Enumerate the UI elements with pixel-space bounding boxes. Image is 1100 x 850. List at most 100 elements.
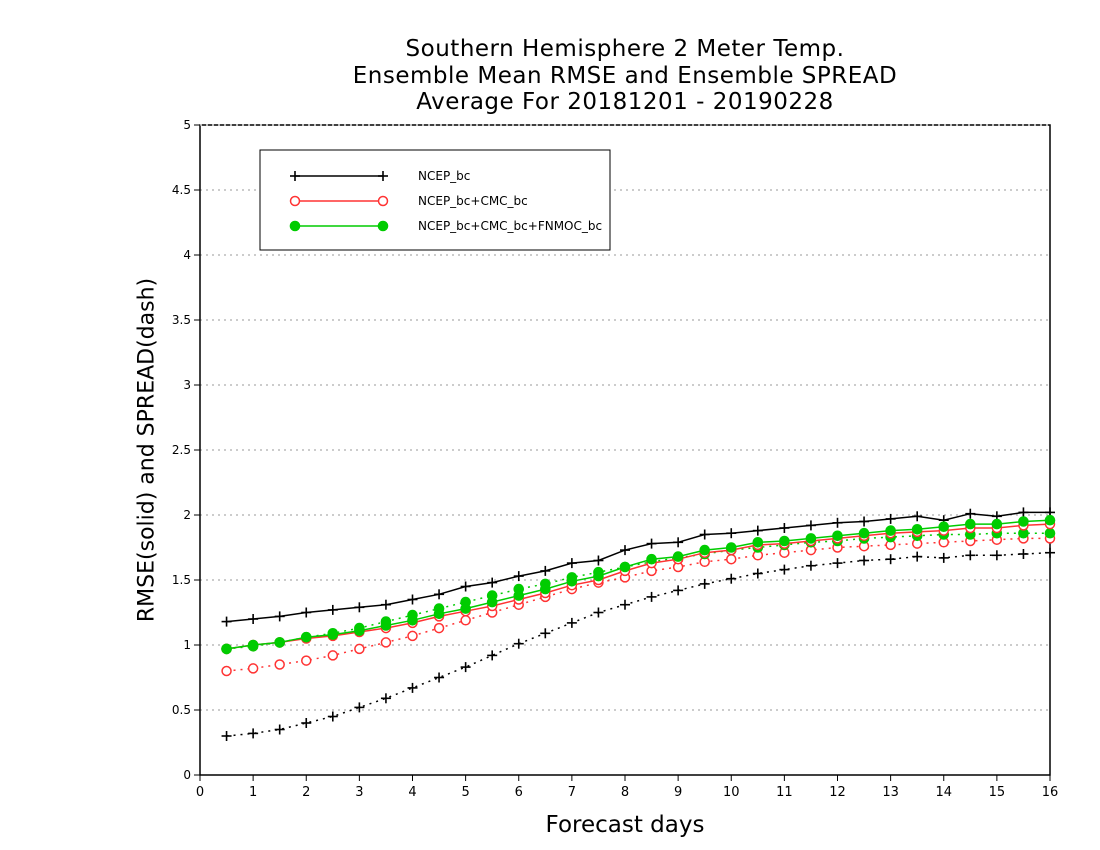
series-2-rmse-point-18 — [699, 544, 710, 556]
series-0-rmse-point-6 — [380, 599, 391, 610]
series-0-spread-point-0 — [221, 731, 232, 741]
series-2-rmse-point-0 — [221, 643, 232, 655]
x-axis-title: Forecast days — [545, 812, 705, 838]
y-axis-title: RMSE(solid) and SPREAD(dash) — [134, 277, 160, 623]
series-1-spread-point-8 — [433, 622, 445, 634]
series-0-rmse-point-4 — [327, 604, 338, 615]
x-tick-label-1: 1 — [249, 785, 257, 800]
series-0-rmse-point-26 — [912, 511, 923, 522]
series-0-rmse-point-22 — [805, 520, 816, 531]
x-tick-label-4: 4 — [408, 785, 416, 800]
series-2-rmse-point-27 — [938, 521, 950, 533]
x-tick-label-8: 8 — [621, 785, 629, 800]
series-0-rmse-point-16 — [646, 538, 657, 549]
series-2-spread-point-31 — [1044, 527, 1056, 539]
series-0-spread-point-11 — [513, 638, 524, 649]
series-2-rmse-point-21 — [779, 535, 790, 547]
legend-label-1: NCEP_bc+CMC_bc — [418, 194, 528, 208]
series-0-spread-line — [226, 551, 1051, 737]
series-0-rmse-point-21 — [779, 523, 790, 533]
y-tick-label-6: 3 — [183, 378, 191, 392]
series-0-spread-point-7 — [407, 682, 418, 693]
series-0-rmse-point-24 — [859, 516, 870, 527]
series-2-rmse-line — [226, 519, 1051, 650]
x-tick-label-12: 12 — [829, 785, 846, 800]
series-1-spread-line — [226, 537, 1050, 672]
series-1-spread-point-5 — [354, 643, 365, 655]
series-2-rmse-point-7 — [407, 615, 418, 626]
series-0-spread-point-26 — [912, 551, 923, 562]
y-tick-label-2: 1 — [183, 638, 191, 652]
series-0-spread-point-24 — [859, 555, 870, 566]
y-tick-label-1: 0.5 — [172, 703, 191, 717]
series-0-spread-point-13 — [566, 617, 577, 628]
series-0-spread-point-20 — [752, 568, 763, 579]
y-tick-label-9: 4.5 — [172, 183, 191, 197]
series-2-rmse-point-15 — [619, 561, 631, 573]
series-0-spread-point-14 — [593, 607, 604, 618]
series-0-spread-point-16 — [646, 591, 657, 602]
x-tick-label-2: 2 — [302, 785, 310, 800]
legend-label-2: NCEP_bc+CMC_bc+FNMOC_bc — [418, 219, 602, 233]
series-0-rmse-point-20 — [752, 525, 763, 536]
series-0-spread-point-5 — [354, 702, 365, 713]
series-1-spread-point-7 — [407, 630, 418, 642]
series-2-rmse-point-11 — [513, 590, 525, 601]
series-2-rmse-point-8 — [433, 608, 445, 620]
legend-label-0: NCEP_bc — [418, 169, 470, 183]
legend-marker-right-2 — [377, 220, 389, 232]
series-2-rmse-point-30 — [1018, 516, 1029, 527]
series-0-spread-point-19 — [726, 573, 737, 584]
legend-marker-left-2 — [289, 220, 301, 232]
series-2-rmse-point-19 — [725, 542, 737, 553]
x-tick-label-15: 15 — [989, 785, 1006, 800]
series-0-spread-point-1 — [248, 728, 259, 739]
series-2-spread-line — [226, 532, 1050, 650]
series-0-rmse-point-13 — [566, 558, 577, 569]
series-0-rmse-point-18 — [699, 529, 710, 540]
legend-box — [259, 149, 611, 251]
x-tick-label-0: 0 — [196, 785, 204, 800]
series-0-rmse-point-5 — [354, 602, 365, 613]
series-2-rmse-point-28 — [965, 518, 976, 530]
x-tick-label-14: 14 — [935, 785, 952, 800]
x-tick-label-6: 6 — [515, 785, 523, 800]
y-tick-label-8: 4 — [183, 248, 191, 262]
series-1-rmse-line — [226, 523, 1051, 650]
series-0-rmse-point-14 — [593, 555, 604, 566]
series-0-spread-point-4 — [327, 711, 338, 722]
series-0-rmse-point-0 — [221, 616, 232, 627]
series-0-spread-point-22 — [805, 560, 816, 571]
y-tick-label-0: 0 — [183, 768, 191, 782]
series-2-rmse-point-20 — [752, 537, 764, 548]
series-2-rmse-point-2 — [274, 637, 285, 648]
series-0-spread-point-17 — [673, 585, 684, 596]
series-0-rmse-point-10 — [487, 577, 498, 588]
series-2-rmse-point-31 — [1044, 514, 1056, 526]
x-tick-label-3: 3 — [355, 785, 363, 800]
chart-title-line-2: Ensemble Mean RMSE and Ensemble SPREAD — [352, 63, 898, 89]
x-tick-label-13: 13 — [882, 785, 899, 800]
series-2-rmse-point-3 — [300, 631, 312, 643]
y-tick-label-3: 1.5 — [172, 573, 191, 587]
series-0-spread-point-31 — [1045, 547, 1055, 558]
series-1-spread-point-1 — [247, 663, 259, 674]
series-2-rmse-point-17 — [672, 551, 684, 562]
y-tick-label-4: 2 — [183, 508, 191, 522]
series-2-rmse-point-23 — [832, 530, 843, 542]
series-0-spread-point-9 — [460, 662, 471, 673]
series-0-rmse-point-23 — [832, 517, 843, 528]
x-tick-label-11: 11 — [776, 785, 793, 800]
series-1-spread-point-9 — [460, 615, 471, 626]
y-tick-label-10: 5 — [183, 118, 191, 132]
series-1-spread-point-19 — [726, 553, 737, 565]
series-0-rmse-point-3 — [301, 607, 312, 618]
series-0-rmse-point-25 — [885, 513, 896, 524]
series-1-spread-point-4 — [327, 650, 339, 661]
series-0-spread-point-23 — [832, 558, 843, 569]
series-0-spread-point-6 — [380, 693, 391, 704]
series-2-rmse-point-1 — [247, 639, 259, 651]
series-0-spread-point-28 — [965, 550, 976, 561]
legend-marker-right-1 — [377, 195, 389, 207]
series-1-spread-point-0 — [221, 665, 232, 677]
